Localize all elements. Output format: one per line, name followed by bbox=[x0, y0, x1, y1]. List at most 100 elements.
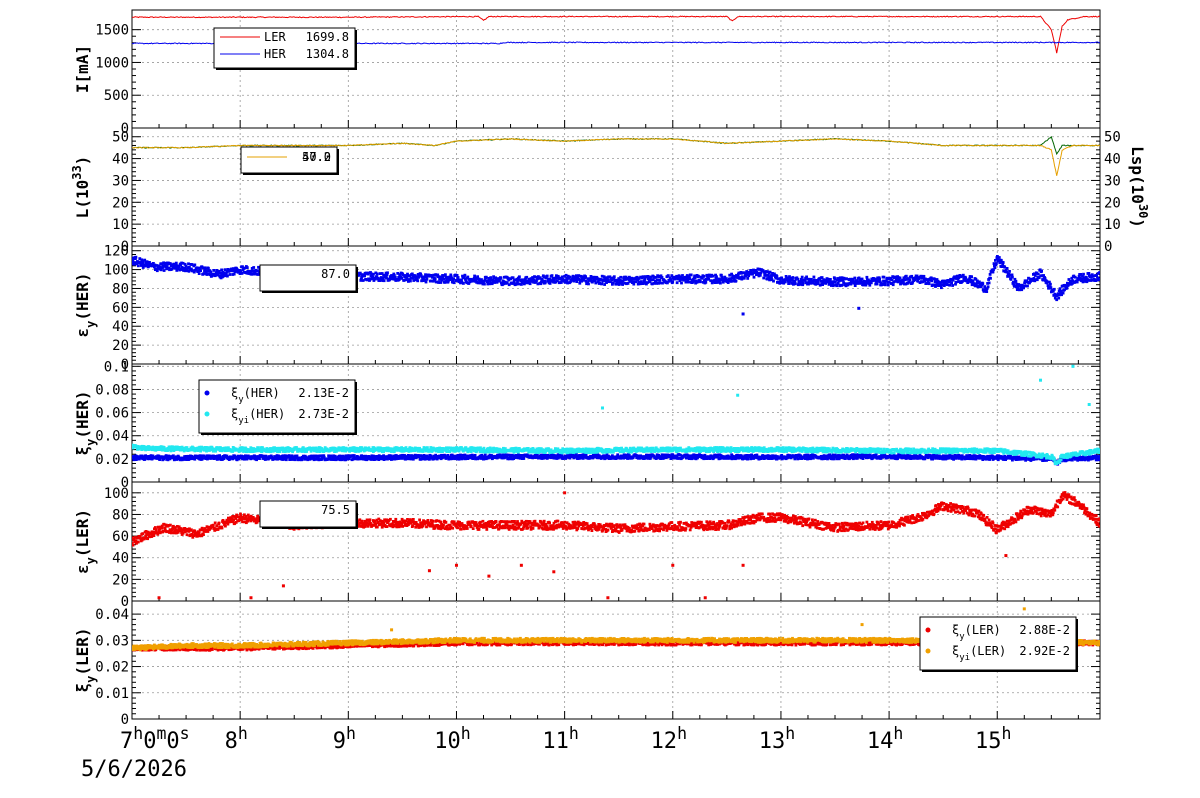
data-point bbox=[600, 282, 604, 286]
data-point bbox=[377, 448, 381, 452]
data-point bbox=[532, 278, 536, 282]
data-point bbox=[506, 453, 510, 457]
data-point bbox=[492, 276, 496, 280]
data-point bbox=[408, 274, 412, 278]
data-point bbox=[364, 454, 367, 458]
data-point bbox=[159, 445, 163, 448]
data-point bbox=[346, 454, 350, 458]
data-point bbox=[989, 276, 992, 280]
data-point bbox=[843, 277, 847, 281]
data-point bbox=[315, 458, 318, 461]
data-point bbox=[990, 268, 994, 272]
data-point bbox=[780, 454, 784, 457]
data-point bbox=[998, 261, 1002, 265]
data-point bbox=[489, 276, 493, 279]
y2-tick-label: 0 bbox=[1104, 239, 1112, 255]
data-point bbox=[795, 456, 799, 459]
data-point bbox=[1015, 288, 1019, 291]
data-point bbox=[774, 454, 777, 458]
data-point bbox=[333, 450, 336, 453]
data-point bbox=[950, 454, 953, 458]
data-point bbox=[243, 457, 246, 461]
data-point bbox=[1095, 278, 1099, 282]
data-point bbox=[174, 448, 178, 451]
data-point bbox=[406, 272, 409, 276]
data-point bbox=[1082, 276, 1086, 280]
data-point bbox=[487, 277, 491, 280]
data-point bbox=[1015, 282, 1019, 286]
data-point bbox=[915, 274, 919, 278]
data-point bbox=[423, 279, 427, 282]
data-point bbox=[840, 284, 843, 287]
data-point bbox=[560, 454, 564, 458]
data-point bbox=[382, 454, 385, 458]
data-point bbox=[252, 266, 256, 269]
data-point bbox=[1056, 292, 1060, 296]
data-point bbox=[713, 281, 717, 284]
data-point bbox=[157, 454, 161, 458]
data-point bbox=[691, 278, 695, 281]
data-point bbox=[714, 273, 717, 277]
data-point bbox=[686, 279, 690, 282]
data-point bbox=[516, 280, 519, 284]
data-point bbox=[663, 453, 667, 457]
data-point bbox=[935, 283, 938, 287]
data-point bbox=[540, 278, 544, 281]
data-point bbox=[999, 258, 1003, 262]
y2-axis-label: Lsp(1030) bbox=[1128, 146, 1150, 228]
data-point bbox=[257, 265, 260, 269]
data-point bbox=[1010, 273, 1014, 277]
data-point bbox=[238, 272, 242, 275]
data-point bbox=[443, 277, 446, 281]
data-point bbox=[714, 276, 718, 280]
data-point bbox=[543, 281, 547, 285]
data-point bbox=[703, 453, 707, 457]
data-point bbox=[536, 453, 539, 457]
data-point bbox=[584, 453, 588, 457]
plot-frame bbox=[131, 245, 1101, 365]
data-point bbox=[631, 280, 635, 283]
data-point bbox=[322, 454, 326, 458]
data-point bbox=[203, 269, 206, 273]
data-point bbox=[505, 281, 509, 285]
data-point bbox=[945, 283, 949, 286]
y-tick-label: 40 bbox=[112, 152, 129, 168]
data-point bbox=[1043, 277, 1047, 280]
data-point bbox=[232, 272, 236, 276]
data-point bbox=[1032, 272, 1036, 276]
data-point bbox=[139, 264, 143, 267]
data-point bbox=[1095, 273, 1098, 277]
data-point bbox=[873, 278, 877, 281]
data-point bbox=[806, 457, 809, 461]
data-point bbox=[1049, 282, 1052, 286]
data-point bbox=[364, 446, 367, 450]
data-point bbox=[974, 277, 978, 281]
data-point bbox=[200, 457, 204, 461]
data-point bbox=[1034, 278, 1038, 281]
data-point bbox=[1023, 455, 1027, 459]
data-point bbox=[919, 274, 923, 278]
data-point bbox=[199, 269, 202, 272]
data-point bbox=[565, 279, 569, 283]
data-point bbox=[1064, 285, 1067, 288]
data-point bbox=[720, 275, 724, 279]
data-point bbox=[212, 269, 216, 272]
data-point bbox=[928, 278, 932, 282]
data-point bbox=[952, 456, 956, 460]
data-point bbox=[766, 273, 770, 277]
data-point bbox=[347, 457, 351, 461]
data-point bbox=[771, 454, 774, 458]
data-point bbox=[922, 275, 926, 278]
data-point bbox=[997, 259, 1001, 263]
data-point bbox=[1028, 456, 1032, 460]
data-point bbox=[322, 455, 326, 459]
data-point bbox=[693, 457, 696, 460]
data-point bbox=[652, 282, 656, 285]
data-point bbox=[785, 276, 789, 280]
data-point bbox=[891, 283, 895, 287]
data-point bbox=[261, 454, 264, 458]
data-point bbox=[542, 275, 546, 279]
data-point bbox=[960, 280, 964, 283]
data-point bbox=[921, 276, 924, 280]
data-point bbox=[879, 457, 883, 460]
